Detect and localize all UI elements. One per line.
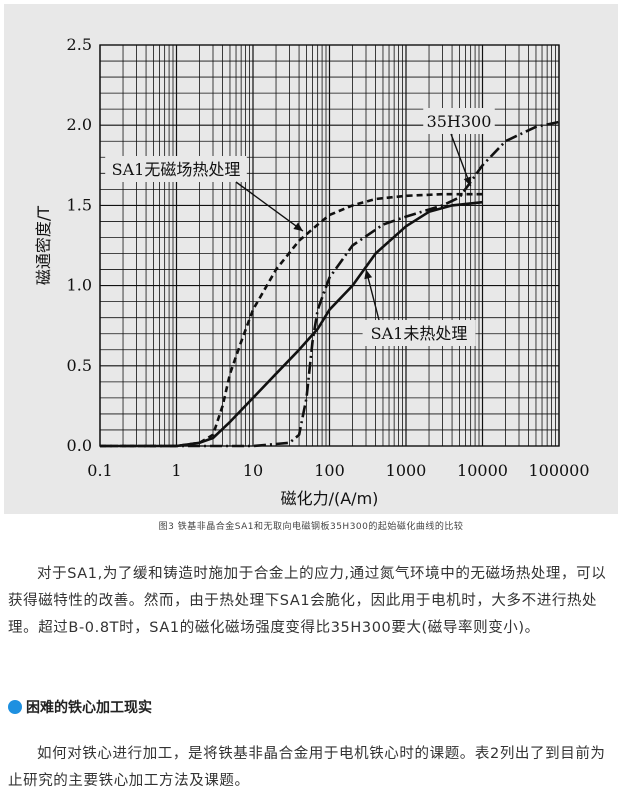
annotation-box (362, 320, 476, 346)
x-tick-label: 10 (243, 461, 263, 480)
chart-figure: 0.1 1 10 100 1000 10000 100000 0.0 0.5 1.0 1.5 2.0 2… (4, 4, 618, 514)
y-tick-label: 2.5 (67, 35, 92, 54)
series-line-dashdot (100, 120, 560, 448)
y-tick-label: 0.5 (67, 356, 92, 375)
x-tick-label: 1 (171, 461, 181, 480)
bullet-dot-icon (8, 700, 22, 714)
paragraph-1: 对于SA1,为了缓和铸造时施加于合金上的应力,通过氮气环境中的无磁场热处理，可以… (8, 566, 607, 636)
x-tick-label: 10000 (457, 461, 508, 480)
series-line-dashed (100, 192, 483, 448)
annotation-leader-line (235, 181, 304, 232)
figure-caption: 图3 铁基非晶合金SA1和无取向电磁钢板35H300的起始磁化曲线的比较 (158, 522, 464, 532)
section-heading-text: 困难的铁心加工现实 (26, 700, 152, 716)
annotation-leader-line (450, 133, 472, 187)
series-line-solid (100, 200, 483, 448)
x-tick-label: 1000 (386, 461, 427, 480)
x-tick-label: 100000 (528, 461, 589, 480)
y-tick-label: 2.0 (67, 115, 92, 134)
plot-frame (99, 44, 560, 447)
x-tick-label: 100 (314, 461, 345, 480)
y-tick-label: 1.0 (67, 276, 92, 295)
y-tick-label: 0.0 (67, 436, 92, 455)
arrowhead-icon (463, 176, 472, 187)
annotation-box (423, 108, 495, 134)
section-heading: 困难的铁心加工现实 (8, 697, 152, 717)
annotation-box (105, 156, 247, 182)
y-axis-label: 磁通密度/T (34, 206, 53, 285)
x-tick-label: 0.1 (87, 461, 112, 480)
annotation-label: 35H300 (427, 112, 492, 131)
annotation-label: SA1无磁场热处理 (112, 160, 241, 179)
magnetization-chart: 0.1 1 10 100 1000 10000 100000 0.0 0.5 1.0 1.5 2.0 2… (34, 35, 590, 508)
paragraph-2: 如何对铁心进行加工，是将铁基非晶合金用于电机铁心时的课题。表2列出了到目前为止研… (8, 746, 606, 789)
y-tick-label: 1.5 (67, 195, 92, 214)
x-axis-label: 磁化力/(A/m) (281, 489, 379, 508)
arrowhead-icon (293, 222, 303, 232)
arrowhead-icon (364, 269, 373, 280)
annotation-label: SA1未热处理 (371, 324, 468, 343)
